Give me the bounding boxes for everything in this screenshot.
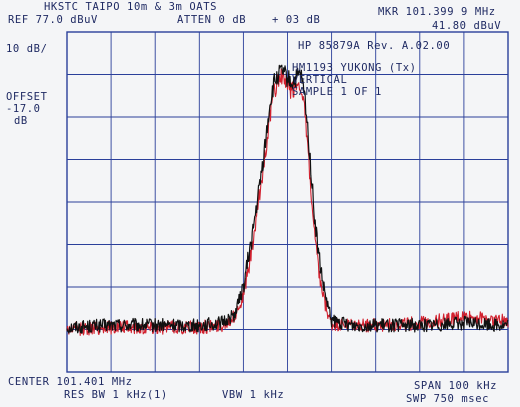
offset-unit: dB [14, 115, 28, 127]
trace-black-series [66, 64, 509, 334]
site-label: HKSTC TAIPO 10m & 3m OATS [44, 1, 218, 13]
span: SPAN 100 kHz [414, 380, 498, 392]
video-bandwidth: VBW 1 kHz [222, 389, 285, 401]
trace-group [66, 64, 509, 337]
device-label: HM1193 YUKONG (Tx) [292, 62, 417, 74]
center-frequency: CENTER 101.401 MHz [8, 376, 133, 388]
resolution-bandwidth: RES BW 1 kHz(1) [64, 389, 168, 401]
scale-per-division: 10 dB/ [6, 43, 48, 55]
marker-offset: + 03 dB [272, 14, 321, 26]
polarization-label: VERTICAL [292, 74, 348, 86]
marker-frequency: MKR 101.399 9 MHz [378, 6, 496, 18]
attenuation: ATTEN 0 dB [177, 14, 247, 26]
offset-label: OFFSET [6, 91, 48, 103]
marker-level: 41.80 dBuV [432, 20, 502, 32]
reference-level: REF 77.0 dBuV [8, 14, 98, 26]
sample-label: SAMPLE 1 OF 1 [292, 86, 382, 98]
instrument-label: HP 85879A Rev. A.02.00 [298, 40, 451, 52]
offset-value: -17.0 [6, 103, 41, 115]
sweep-time: SWP 750 msec [406, 393, 490, 405]
